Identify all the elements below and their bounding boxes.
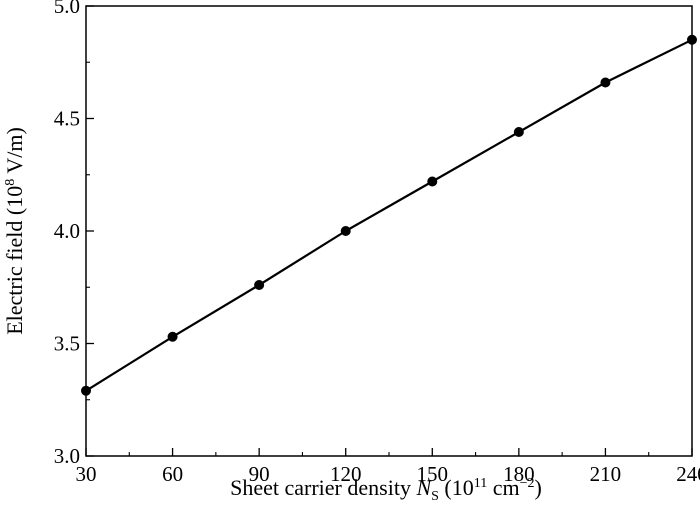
y-axis-title: Electric field (108 V/m) bbox=[2, 127, 27, 335]
y-axis-ticks: 3.0 3.5 4.0 4.5 5.0 bbox=[54, 0, 94, 468]
x-tick-label: 120 bbox=[330, 462, 362, 486]
data-point bbox=[340, 226, 351, 236]
x-tick-label: 30 bbox=[76, 462, 97, 486]
data-point bbox=[254, 280, 265, 290]
data-point bbox=[513, 127, 524, 137]
x-tick-label: 210 bbox=[590, 462, 622, 486]
data-point bbox=[427, 176, 438, 187]
y-tick-label: 5.0 bbox=[54, 0, 80, 18]
series-line-0 bbox=[85, 38, 693, 392]
x-axis-ticks: 30 60 90 120 150 180 210 240 bbox=[76, 448, 700, 486]
x-tick-label: 150 bbox=[417, 462, 449, 486]
x-tick-label: 60 bbox=[162, 462, 183, 486]
y-tick-label: 3.5 bbox=[54, 332, 80, 356]
y-tick-label: 4.5 bbox=[54, 107, 80, 131]
plot-frame bbox=[85, 5, 693, 457]
data-point bbox=[167, 331, 178, 342]
x-tick-label: 180 bbox=[503, 462, 535, 486]
x-tick-label: 90 bbox=[249, 462, 270, 486]
x-tick-label: 240 bbox=[676, 462, 700, 486]
x-axis-title: Sheet carrier density NS (1011 cm−2) bbox=[230, 475, 542, 504]
data-point bbox=[600, 77, 611, 88]
data-point bbox=[81, 385, 91, 396]
series-layer bbox=[81, 34, 697, 396]
y-tick-label: 3.0 bbox=[54, 444, 80, 468]
data-point bbox=[687, 34, 697, 45]
y-tick-label: 4.0 bbox=[54, 219, 80, 243]
